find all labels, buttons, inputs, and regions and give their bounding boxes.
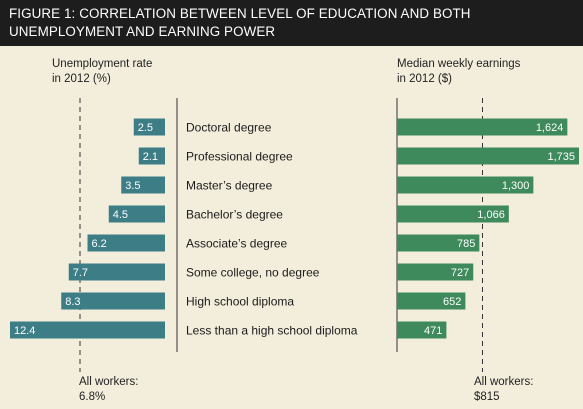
unemployment-value-label: 2.1 <box>143 151 158 163</box>
unemployment-value-label: 3.5 <box>125 180 140 192</box>
category-label: Some college, no degree <box>186 266 320 280</box>
unemployment-bar <box>133 118 165 136</box>
earnings-bar <box>397 176 534 194</box>
earnings-bar <box>397 321 447 339</box>
earnings-value-label: 652 <box>443 296 461 308</box>
figure-title-line2: UNEMPLOYMENT AND EARNING POWER <box>9 24 276 39</box>
earnings-bar <box>397 118 568 136</box>
earnings-label-line2: in 2012 ($) <box>397 73 452 85</box>
earnings-value-label: 471 <box>424 325 442 337</box>
unemployment-reference-line1: All workers: <box>79 376 138 388</box>
unemployment-label-line1: Unemployment rate <box>52 58 152 70</box>
unemployment-bar <box>10 321 165 339</box>
unemployment-bar <box>87 234 165 252</box>
unemployment-value-label: 6.2 <box>92 238 107 250</box>
earnings-reference-line1: All workers: <box>474 376 533 388</box>
unemployment-bar <box>121 176 165 194</box>
unemployment-value-label: 12.4 <box>14 325 35 337</box>
category-label: Professional degree <box>186 150 293 164</box>
category-label: Master’s degree <box>186 179 273 193</box>
category-label: Doctoral degree <box>186 121 272 135</box>
unemployment-label-line2: in 2012 (%) <box>52 73 111 85</box>
earnings-bar <box>397 234 480 252</box>
earnings-label-line1: Median weekly earnings <box>397 58 521 70</box>
figure-title: FIGURE 1: CORRELATION BETWEEN LEVEL OF E… <box>0 0 583 46</box>
unemployment-bar <box>108 205 165 223</box>
unemployment-value-label: 8.3 <box>65 296 80 308</box>
earnings-value-label: 1,735 <box>547 151 575 163</box>
unemployment-value-label: 7.7 <box>73 267 88 279</box>
category-label: Bachelor’s degree <box>186 208 283 222</box>
earnings-bar <box>397 147 580 165</box>
earnings-value-label: 727 <box>451 267 469 279</box>
earnings-value-label: 785 <box>457 238 475 250</box>
category-label: Less than a high school diploma <box>186 324 358 338</box>
figure-title-line1: FIGURE 1: CORRELATION BETWEEN LEVEL OF E… <box>9 6 471 21</box>
earnings-value-label: 1,624 <box>536 122 564 134</box>
unemployment-value-label: 4.5 <box>113 209 128 221</box>
earnings-reference-line2: $815 <box>474 391 500 403</box>
earnings-bar <box>397 205 509 223</box>
unemployment-bar <box>138 147 165 165</box>
earnings-bar <box>397 263 474 281</box>
unemployment-value-label: 2.5 <box>138 122 153 134</box>
category-label: Associate’s degree <box>186 237 288 251</box>
unemployment-reference-line2: 6.8% <box>79 391 105 403</box>
earnings-value-label: 1,066 <box>477 209 505 221</box>
earnings-bar <box>397 292 466 310</box>
category-label: High school diploma <box>186 295 294 309</box>
unemployment-bar <box>68 263 165 281</box>
earnings-value-label: 1,300 <box>502 180 530 192</box>
unemployment-bar <box>61 292 165 310</box>
